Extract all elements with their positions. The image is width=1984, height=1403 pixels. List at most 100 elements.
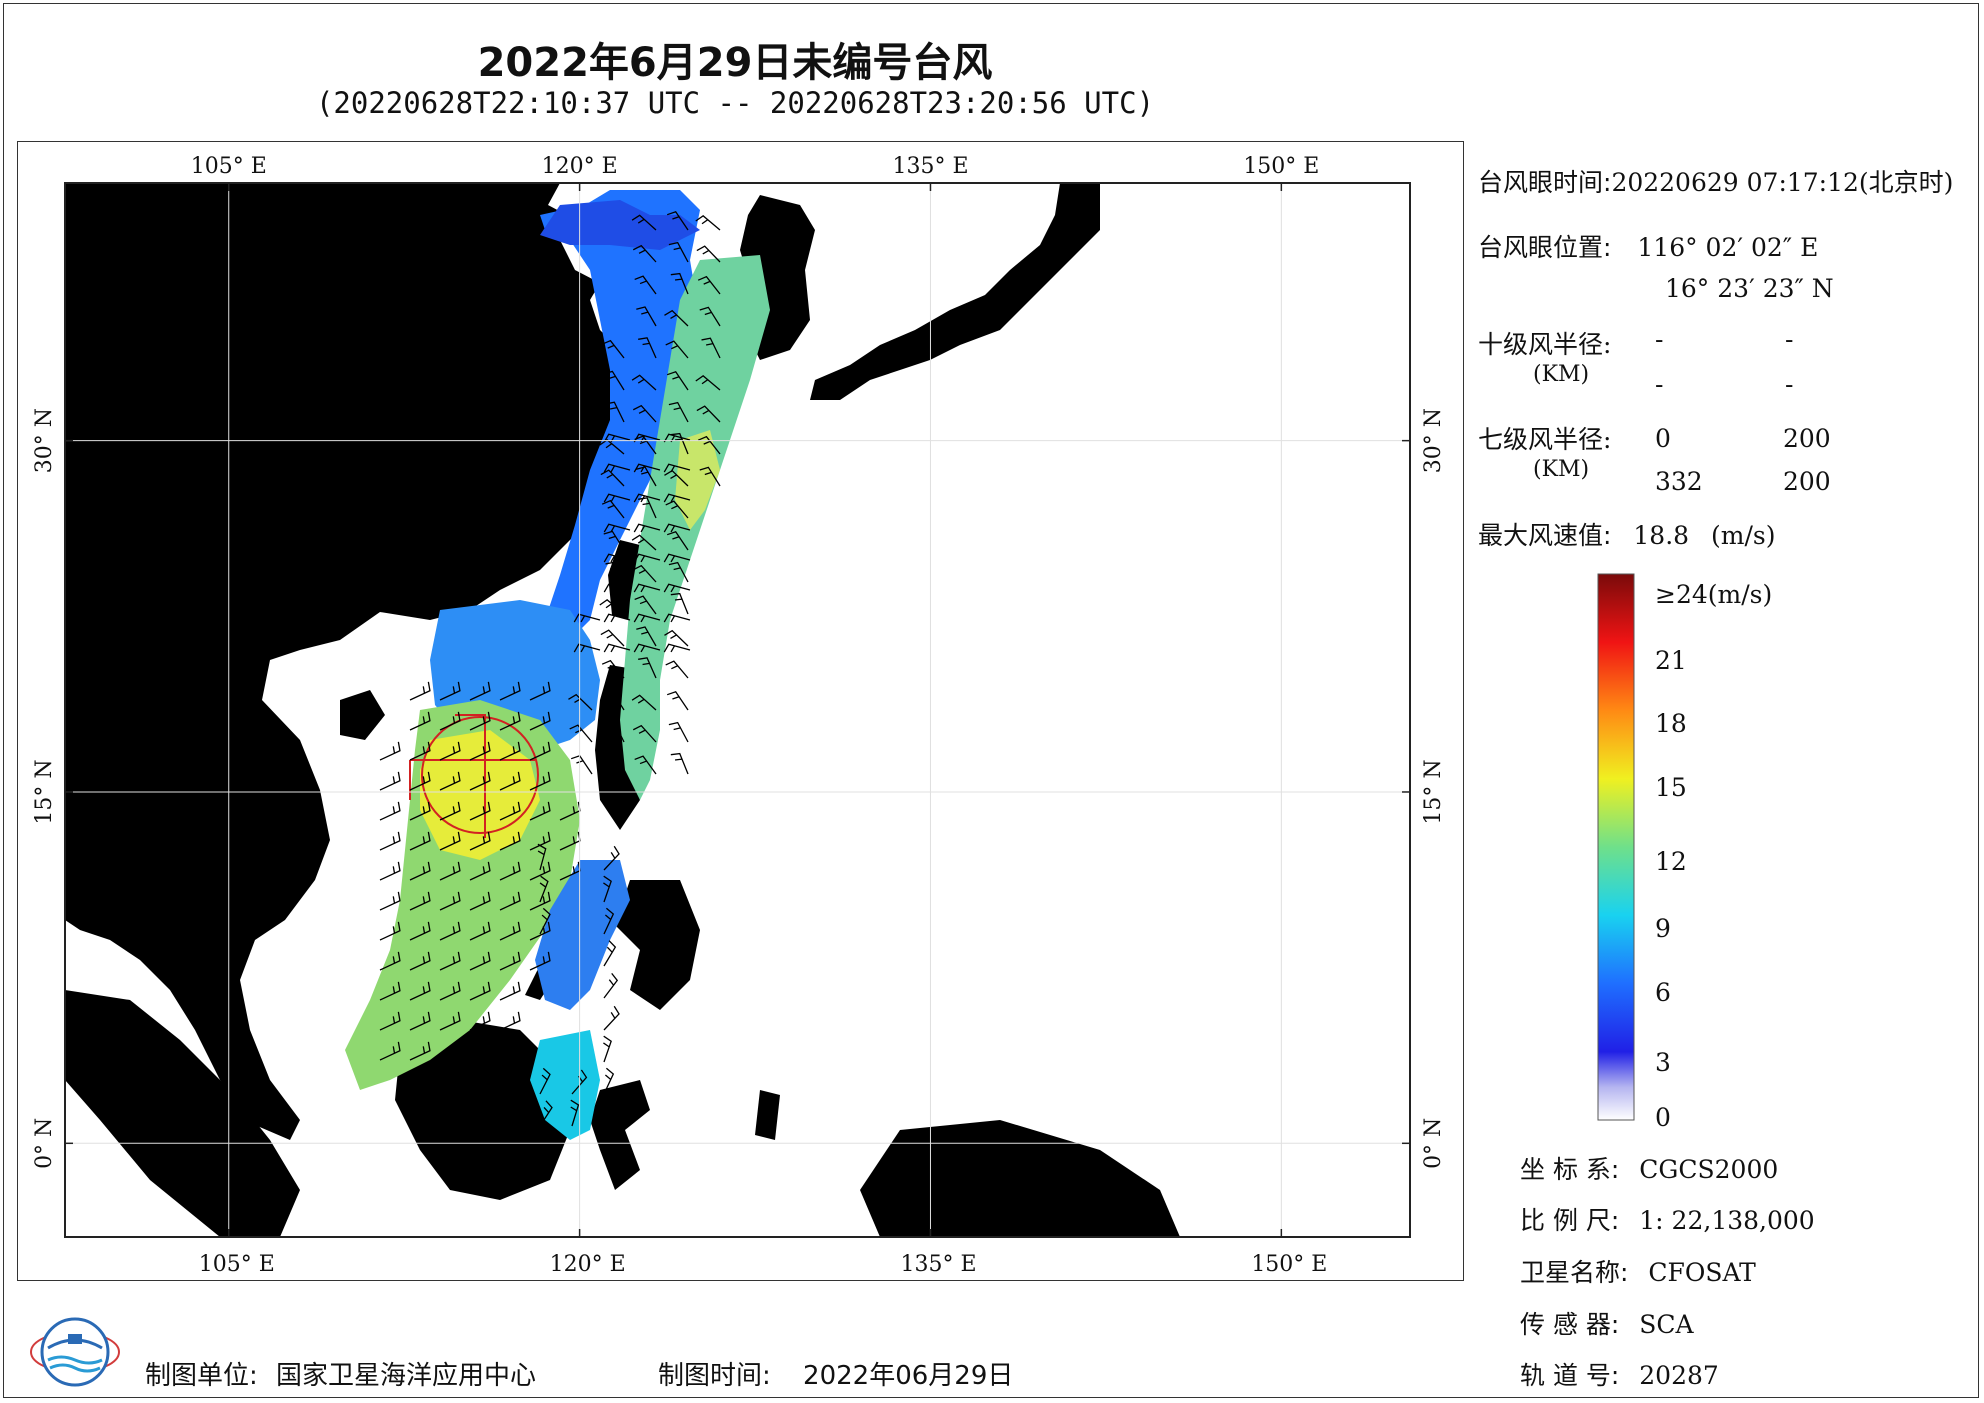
wind-barb — [668, 401, 689, 423]
hainan-island — [340, 690, 385, 740]
wind-barb — [633, 493, 661, 503]
wind-barb — [605, 401, 625, 423]
lat-tick-label-left: 0° N — [32, 1118, 57, 1169]
wind-barb — [636, 466, 657, 487]
r7-value-4: 200 — [1783, 467, 1831, 496]
crs-row: 坐 标 系: CGCS2000 — [1520, 1150, 1778, 1186]
footer-date: 制图时间: 2022年06月29日 — [658, 1355, 1013, 1392]
map-canvas[interactable] — [65, 183, 1410, 1237]
wind-barb — [379, 951, 401, 971]
wind-barb — [499, 801, 521, 821]
wind-barb — [409, 951, 431, 971]
wind-barb — [379, 771, 401, 791]
typhoon-radius-marker[interactable] — [409, 714, 539, 838]
wind-barb — [599, 759, 625, 775]
wind-barb — [695, 375, 721, 391]
wind-barb — [696, 245, 721, 263]
wind-barb — [603, 1067, 615, 1095]
wind-barb — [499, 891, 521, 911]
map-frame — [64, 182, 1411, 1238]
sensor-value: SCA — [1639, 1310, 1694, 1339]
borneo-island — [395, 1020, 570, 1200]
wind-barb — [529, 741, 551, 761]
wind-barb — [634, 755, 657, 775]
sulawesi-island — [590, 1080, 650, 1190]
orbit-label: 轨 道 号: — [1520, 1361, 1620, 1390]
eye-position-row: 台风眼位置: 116° 02′ 02″ E — [1478, 228, 1818, 264]
wind-barb — [603, 1100, 617, 1127]
wind-barb — [663, 463, 691, 473]
wind-barb — [529, 801, 551, 821]
wind-barb — [600, 469, 625, 487]
new-guinea-island — [860, 1120, 1180, 1237]
wind-barb — [539, 875, 549, 903]
eye-position-label: 台风眼位置: — [1478, 233, 1612, 262]
eye-time-value: 20220629 07:17:12(北京时) — [1611, 168, 1954, 197]
wind-barb — [664, 629, 689, 647]
wind-barb — [670, 752, 689, 775]
wind-barb — [697, 275, 721, 295]
wind-barb — [439, 801, 461, 821]
wind-barb — [603, 940, 617, 967]
wind-barb — [636, 626, 657, 647]
footer-unit-label: 制图单位: — [145, 1361, 258, 1391]
wind-barb — [666, 370, 689, 391]
crs-value: CGCS2000 — [1639, 1155, 1779, 1184]
footer-date-label: 制图时间: — [658, 1361, 771, 1391]
sensor-label: 传 感 器: — [1520, 1310, 1620, 1339]
wind-barb — [634, 595, 657, 615]
wind-barb — [665, 340, 689, 359]
eye-longitude: 116° 02′ 02″ E — [1637, 233, 1819, 262]
wind-barb — [409, 861, 431, 881]
swath-pacific-east — [620, 255, 770, 800]
colorbar-label-18: 18 — [1655, 709, 1687, 738]
wind-barb — [603, 463, 631, 473]
wind-barb — [603, 530, 625, 551]
wind-barb — [605, 721, 625, 743]
wind-barb — [529, 711, 551, 731]
wind-barb — [699, 466, 721, 487]
wind-barb — [409, 771, 431, 791]
wind-barb — [666, 530, 689, 551]
lon-tick-label-top: 105° E — [191, 154, 267, 179]
wind-barb — [499, 681, 521, 701]
wind-barb — [529, 951, 551, 971]
page-title: 2022年6月29日未编号台风 — [477, 40, 993, 86]
wind-barb — [634, 275, 657, 295]
wind-barb — [439, 861, 461, 881]
wind-barb — [573, 613, 601, 623]
wind-barb — [439, 741, 461, 761]
scale-label: 比 例 尺: — [1520, 1206, 1620, 1235]
wind-barb — [469, 921, 491, 941]
wind-barb — [634, 435, 657, 455]
wind-barb — [499, 981, 521, 1001]
colorbar-label-12: 12 — [1655, 847, 1687, 876]
wind-barb — [632, 564, 657, 583]
wind-barb — [601, 659, 625, 679]
colorbar-label-15: 15 — [1655, 773, 1687, 802]
wind-barb — [668, 241, 689, 263]
wind-barbs — [379, 210, 721, 1127]
swath-sulu — [535, 860, 630, 1010]
wind-barb — [631, 374, 657, 391]
wind-barb — [636, 306, 657, 327]
wind-barb — [469, 891, 491, 911]
footer-unit-value: 国家卫星海洋应用中心 — [276, 1361, 537, 1391]
nsoas-logo-icon — [30, 1317, 120, 1387]
wind-barb — [379, 891, 401, 911]
wind-barb — [668, 561, 689, 583]
wind-barb — [409, 741, 431, 761]
wind-barb — [469, 981, 491, 1001]
wind-barb — [601, 339, 625, 359]
wind-barb — [663, 583, 691, 593]
wind-barb — [469, 831, 491, 851]
r10-value-2: - — [1785, 325, 1794, 354]
page-frame — [3, 3, 1979, 1398]
wind-barb — [499, 1011, 521, 1031]
wind-barb — [409, 921, 431, 941]
crs-label: 坐 标 系: — [1520, 1155, 1620, 1184]
r10-unit: (KM) — [1533, 362, 1590, 387]
wind-barb — [670, 592, 689, 615]
halmahera-island — [755, 1090, 780, 1140]
